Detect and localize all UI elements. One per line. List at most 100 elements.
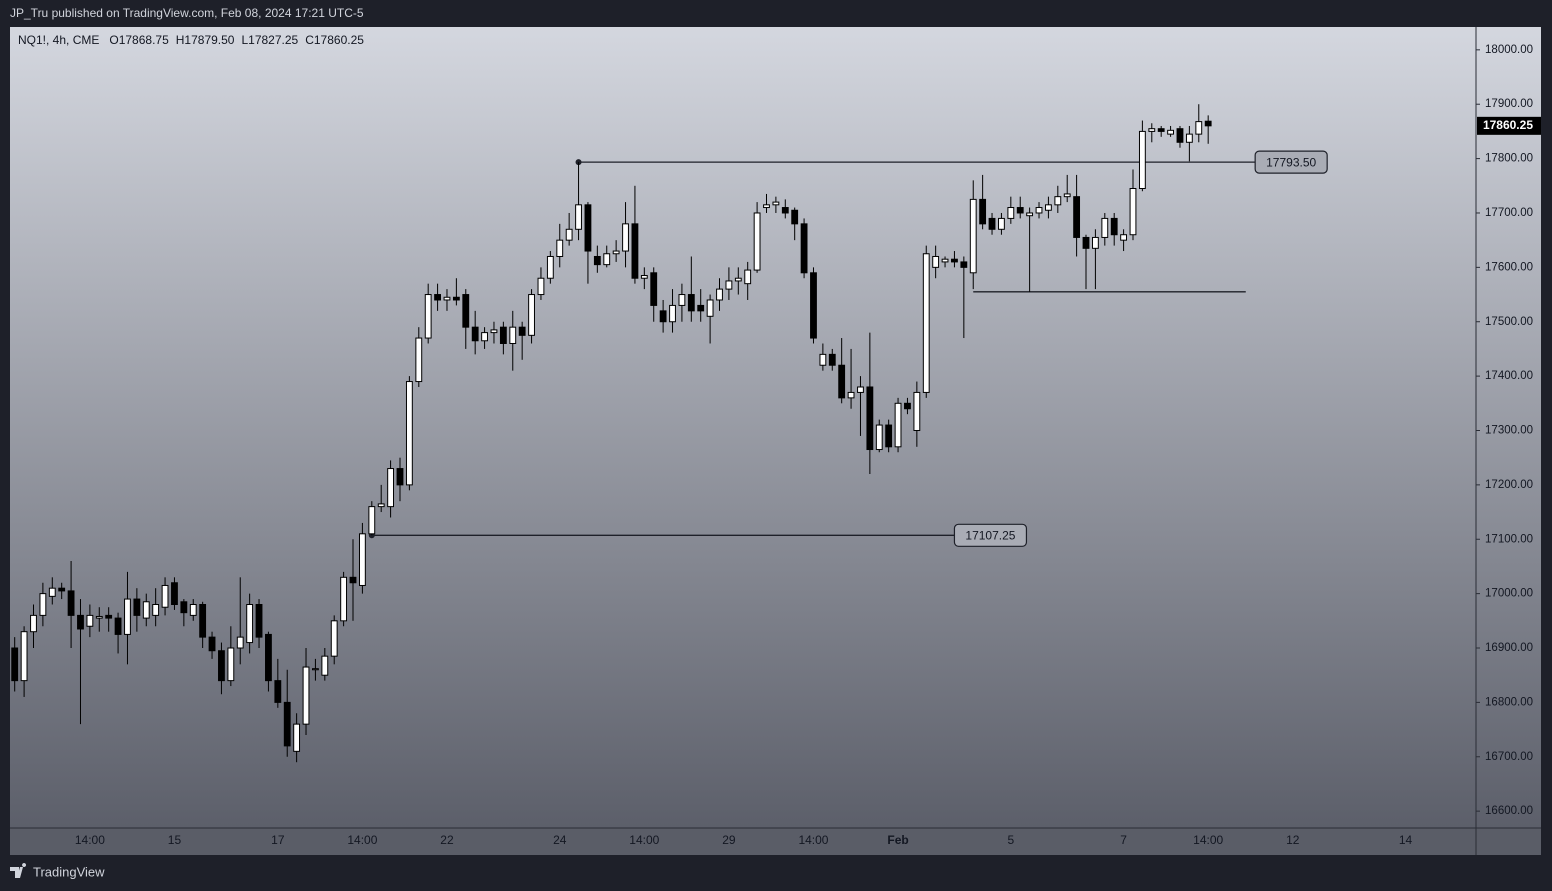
candle-body — [932, 255, 940, 268]
candle-body — [396, 468, 404, 486]
candle-body — [706, 299, 714, 317]
candle-body — [208, 636, 216, 652]
candle-body — [913, 391, 921, 431]
x-tick-label: 14 — [1399, 833, 1413, 847]
candle-body — [687, 294, 695, 312]
candle-body — [800, 223, 808, 274]
candle-body — [528, 294, 535, 336]
candle-body — [1110, 217, 1118, 236]
x-tick-label: 24 — [553, 833, 567, 847]
candle-body — [377, 503, 385, 508]
candle-body — [490, 329, 498, 334]
candle-body — [48, 587, 56, 597]
candle-body — [415, 337, 423, 383]
candle-body — [368, 506, 376, 535]
x-tick-label: Feb — [887, 833, 908, 847]
candle-body — [556, 239, 564, 257]
candle-body — [189, 604, 197, 616]
candle-body — [499, 326, 507, 344]
candle-body — [133, 598, 141, 616]
x-tick-label: 12 — [1286, 833, 1300, 847]
y-tick-label: 17800.00 — [1485, 153, 1533, 165]
candle-body — [1120, 234, 1128, 241]
candle-body — [1195, 121, 1203, 135]
candle-body — [725, 280, 733, 290]
candle-body — [452, 296, 460, 301]
candle-body — [340, 576, 348, 622]
candle-body — [1026, 212, 1034, 217]
candle-body — [969, 198, 977, 274]
candle-body — [274, 680, 282, 703]
ohlc-low: L17827.25 — [241, 33, 298, 47]
candle-body — [904, 402, 911, 410]
candle-body — [1091, 236, 1099, 249]
y-tick-label: 17400.00 — [1485, 370, 1533, 382]
candle-body — [114, 617, 122, 635]
candle-body — [161, 584, 169, 608]
candle-body — [640, 275, 648, 279]
candle-body — [857, 386, 864, 393]
candle-body — [1063, 193, 1071, 198]
candle-body — [875, 424, 883, 451]
candle-body — [810, 272, 817, 339]
candle-body — [302, 666, 310, 725]
candle-body — [236, 636, 244, 649]
candle-body — [1045, 204, 1052, 211]
candle-body — [593, 255, 601, 266]
x-tick-label: 15 — [168, 833, 182, 847]
candle-body — [518, 326, 526, 336]
candle-body — [894, 402, 902, 448]
candle-body — [988, 217, 996, 230]
candle-body — [471, 326, 479, 342]
x-tick-label: 7 — [1120, 833, 1127, 847]
last-price-label: 17860.25 — [1483, 118, 1533, 132]
candle-body — [293, 723, 301, 752]
candle-body — [659, 310, 667, 323]
candle-body — [744, 269, 752, 285]
candle-body — [180, 601, 188, 614]
candle-body — [753, 212, 761, 271]
candle-body — [546, 255, 554, 279]
candle-body — [941, 258, 949, 263]
candle-body — [171, 582, 178, 606]
candle-body — [509, 326, 517, 344]
candle-body — [77, 614, 84, 630]
y-tick-label: 17100.00 — [1485, 533, 1533, 545]
ohlc-close: C17860.25 — [305, 33, 364, 47]
candle-body — [772, 201, 780, 206]
candle-body — [537, 277, 545, 296]
candle-body — [951, 258, 958, 263]
candle-body — [105, 614, 113, 619]
x-tick-label: 14:00 — [1193, 833, 1223, 847]
x-tick-label: 29 — [722, 833, 736, 847]
y-tick-label: 16800.00 — [1485, 696, 1533, 708]
candle-body — [265, 633, 272, 682]
x-tick-label: 14:00 — [347, 833, 377, 847]
candle-body — [734, 277, 742, 282]
footer-brand: TradingView — [33, 864, 105, 879]
candle-body — [1035, 207, 1043, 214]
ohlc-high: H17879.50 — [176, 33, 235, 47]
candle-body — [330, 620, 338, 657]
y-tick-label: 17900.00 — [1485, 98, 1533, 110]
candle-body — [142, 601, 150, 619]
candle-body — [312, 668, 319, 671]
plot-background — [10, 27, 1541, 828]
level-label: 17793.50 — [1266, 155, 1316, 169]
candle-body — [199, 604, 207, 638]
candle-body — [1073, 196, 1081, 238]
plot-area: 17793.50 17107.25 — [11, 104, 1328, 763]
y-tick-label: 17200.00 — [1485, 479, 1533, 491]
footer-logo — [10, 863, 27, 878]
y-tick-label: 17700.00 — [1485, 207, 1533, 219]
candle-body — [58, 587, 66, 592]
candle-body — [434, 294, 441, 301]
candle-body — [1129, 188, 1137, 236]
candle-body — [716, 288, 723, 301]
candle-body — [763, 204, 770, 209]
candle-body — [838, 364, 846, 399]
candle-body — [1148, 128, 1156, 132]
candle-body — [86, 614, 94, 627]
